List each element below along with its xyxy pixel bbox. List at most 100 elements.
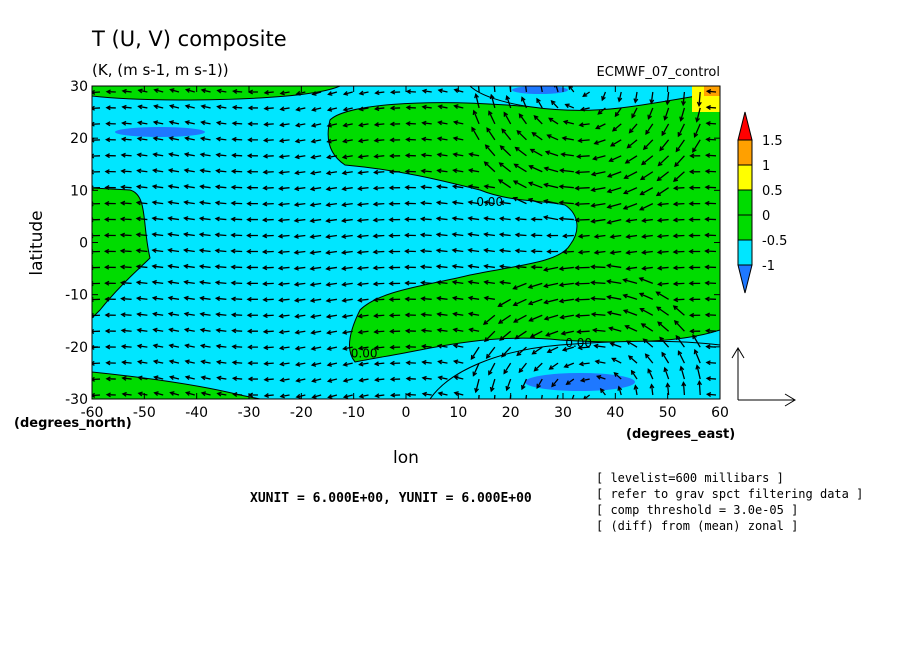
wind-vector-head bbox=[628, 128, 634, 134]
wind-vector bbox=[169, 312, 180, 316]
wind-vector bbox=[575, 187, 590, 190]
wind-vector bbox=[375, 362, 385, 365]
wind-vector bbox=[279, 282, 290, 285]
wind-vector-head bbox=[704, 152, 711, 158]
wind-vector-head bbox=[606, 204, 612, 209]
wind-vector-head bbox=[215, 327, 221, 333]
wind-vector-head bbox=[293, 297, 300, 303]
x-tick-label: -10 bbox=[342, 405, 365, 421]
wind-vector bbox=[374, 139, 385, 142]
wind-vector bbox=[593, 329, 606, 332]
wind-vector-head bbox=[583, 395, 588, 399]
wind-vector bbox=[136, 249, 148, 253]
wind-vector-head bbox=[656, 201, 663, 207]
wind-vector-head bbox=[529, 148, 535, 154]
wind-vector-head bbox=[672, 233, 678, 239]
wind-vector-head bbox=[590, 296, 596, 302]
wind-vector bbox=[217, 376, 227, 380]
wind-vector bbox=[121, 234, 132, 237]
wind-vector-head bbox=[120, 152, 126, 158]
wind-vector-head bbox=[278, 297, 284, 303]
wind-vector bbox=[503, 362, 512, 374]
wind-vector-head bbox=[497, 179, 504, 184]
wind-vector-head bbox=[246, 153, 253, 159]
wind-vector bbox=[138, 392, 148, 396]
wind-vector bbox=[421, 186, 432, 189]
wind-vector bbox=[658, 266, 669, 270]
wind-vector-head bbox=[501, 352, 506, 358]
wind-vector-head bbox=[577, 233, 584, 239]
wind-vector bbox=[201, 344, 211, 348]
wind-vector-head bbox=[633, 384, 639, 390]
wind-vector-head bbox=[167, 311, 174, 317]
wind-vector bbox=[561, 330, 574, 335]
wind-vector-head bbox=[183, 327, 190, 333]
wind-vector-head bbox=[198, 279, 205, 285]
wind-vector bbox=[556, 394, 559, 399]
wind-vector-head bbox=[136, 168, 142, 174]
wind-vector-head bbox=[92, 89, 96, 95]
wind-vector-head bbox=[309, 202, 315, 208]
wind-vector bbox=[185, 376, 195, 380]
wind-vector bbox=[521, 378, 528, 390]
wind-vector bbox=[564, 362, 575, 368]
wind-vector-head bbox=[548, 117, 554, 123]
wind-vector bbox=[215, 265, 227, 269]
wind-vector-head bbox=[659, 146, 665, 152]
wind-vector bbox=[170, 88, 180, 93]
wind-vector-head bbox=[294, 313, 300, 319]
wind-vector-head bbox=[437, 88, 443, 94]
wind-vector-head bbox=[530, 248, 536, 254]
wind-vector-head bbox=[311, 91, 317, 96]
wind-vector-head bbox=[688, 296, 694, 302]
wind-vector-head bbox=[309, 170, 316, 176]
wind-vector-head bbox=[92, 153, 95, 159]
wind-vector bbox=[359, 91, 369, 95]
wind-vector bbox=[694, 349, 701, 364]
wind-vector-head bbox=[151, 216, 157, 222]
wind-vector bbox=[645, 353, 654, 364]
wind-vector bbox=[216, 297, 227, 300]
wind-vector bbox=[490, 94, 496, 109]
wind-vector bbox=[359, 123, 369, 127]
wind-vector-head bbox=[606, 310, 613, 316]
wind-vector-head bbox=[530, 264, 536, 270]
wind-vector bbox=[216, 329, 227, 332]
wind-vector-head bbox=[705, 89, 712, 95]
wind-vector-head bbox=[609, 342, 615, 347]
wind-vector bbox=[121, 154, 132, 157]
wind-vector-head bbox=[696, 101, 702, 107]
wind-vector-head bbox=[388, 233, 394, 239]
wind-vector bbox=[169, 137, 180, 141]
wind-vector bbox=[544, 183, 559, 189]
wind-vector-head bbox=[168, 136, 174, 142]
wind-vector-head bbox=[705, 328, 711, 334]
wind-vector-head bbox=[199, 136, 206, 142]
wind-vector-head bbox=[309, 297, 316, 303]
wind-vector bbox=[328, 91, 338, 96]
wind-vector bbox=[625, 325, 638, 332]
wind-vector bbox=[342, 314, 353, 318]
wind-vector bbox=[201, 89, 211, 93]
wind-vector-head bbox=[263, 393, 269, 398]
wind-vector-head bbox=[420, 184, 426, 190]
annotation-diff: [ (diff) from (mean) zonal ] bbox=[596, 519, 798, 533]
wind-vector bbox=[121, 297, 132, 300]
wind-vector-head bbox=[590, 187, 596, 193]
wind-vector bbox=[168, 217, 180, 221]
wind-vector-head bbox=[341, 329, 348, 335]
wind-vector-head bbox=[105, 392, 111, 398]
contour-label: 0.00 bbox=[476, 195, 503, 209]
wind-vector-head bbox=[558, 216, 564, 222]
wind-vector-head bbox=[120, 344, 127, 350]
wind-vector-head bbox=[277, 233, 283, 239]
wind-vector-head bbox=[388, 185, 394, 191]
wind-vector-head bbox=[168, 359, 175, 365]
wind-vector-head bbox=[542, 215, 549, 221]
wind-vector-head bbox=[590, 311, 597, 317]
wind-vector-head bbox=[485, 353, 491, 359]
wind-vector bbox=[673, 266, 685, 269]
wind-vector bbox=[358, 314, 369, 318]
wind-vector bbox=[326, 282, 338, 286]
wind-vector bbox=[280, 362, 290, 366]
